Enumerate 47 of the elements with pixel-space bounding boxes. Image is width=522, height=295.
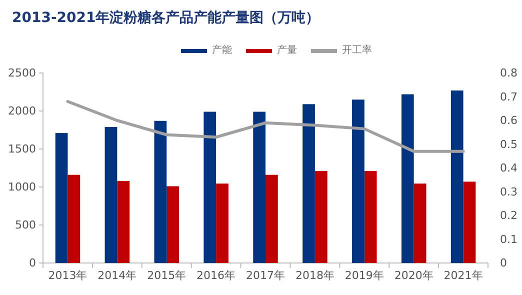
- y2-tick-label: 0.4: [500, 162, 518, 175]
- bar: [154, 120, 167, 263]
- bar: [55, 133, 68, 263]
- line-series: [66, 100, 465, 153]
- bar: [302, 104, 315, 263]
- chart-title: 2013-2021年淀粉糖各产品产能产量图（万吨）: [12, 9, 320, 26]
- bar: [450, 90, 464, 263]
- bar: [117, 180, 130, 263]
- y2-tick-label: 0: [500, 256, 507, 270]
- y2-tick-label: 0.3: [500, 185, 518, 198]
- y2-tick-label: 0.7: [500, 90, 518, 104]
- x-tick-label: 2015年: [147, 268, 186, 282]
- y-tick-label: 2000: [8, 104, 36, 118]
- x-tick-label: 2018年: [295, 268, 334, 282]
- x-tick-label: 2020年: [394, 268, 434, 282]
- y2-tick-label: 0.6: [500, 114, 518, 128]
- bar: [463, 182, 476, 263]
- legend-label: 产量: [277, 44, 297, 56]
- y-tick-label: 500: [15, 218, 36, 232]
- y-tick-label: 1000: [8, 180, 36, 194]
- bar: [414, 184, 426, 263]
- x-tick-label: 2013年: [48, 268, 88, 282]
- bar: [364, 171, 377, 263]
- bar: [352, 100, 364, 263]
- y2-tick-label: 0.8: [500, 66, 518, 80]
- bar: [104, 126, 118, 263]
- bar: [166, 186, 179, 263]
- x-tick-label: 2016年: [196, 268, 236, 282]
- x-tick-label: 2021年: [444, 268, 483, 282]
- y2-tick-label: 0.5: [500, 138, 518, 151]
- bar: [253, 112, 266, 263]
- bar: [68, 174, 80, 263]
- y-tick-label: 1500: [8, 142, 36, 156]
- y-tick-label: 0: [29, 256, 36, 270]
- bar: [314, 171, 328, 263]
- legend-label: 产能: [212, 44, 232, 56]
- bar: [266, 174, 278, 263]
- y2-tick-label: 0.1: [500, 232, 518, 246]
- x-tick-label: 2017年: [246, 268, 285, 282]
- y2-tick-label: 0.2: [500, 209, 518, 222]
- y-tick-label: 2500: [8, 66, 36, 80]
- bar: [204, 112, 216, 263]
- x-tick-label: 2019年: [344, 268, 384, 282]
- x-tick-label: 2014年: [98, 268, 137, 282]
- bar: [216, 184, 228, 263]
- bar: [401, 94, 414, 263]
- legend-label: 开工率: [342, 44, 372, 56]
